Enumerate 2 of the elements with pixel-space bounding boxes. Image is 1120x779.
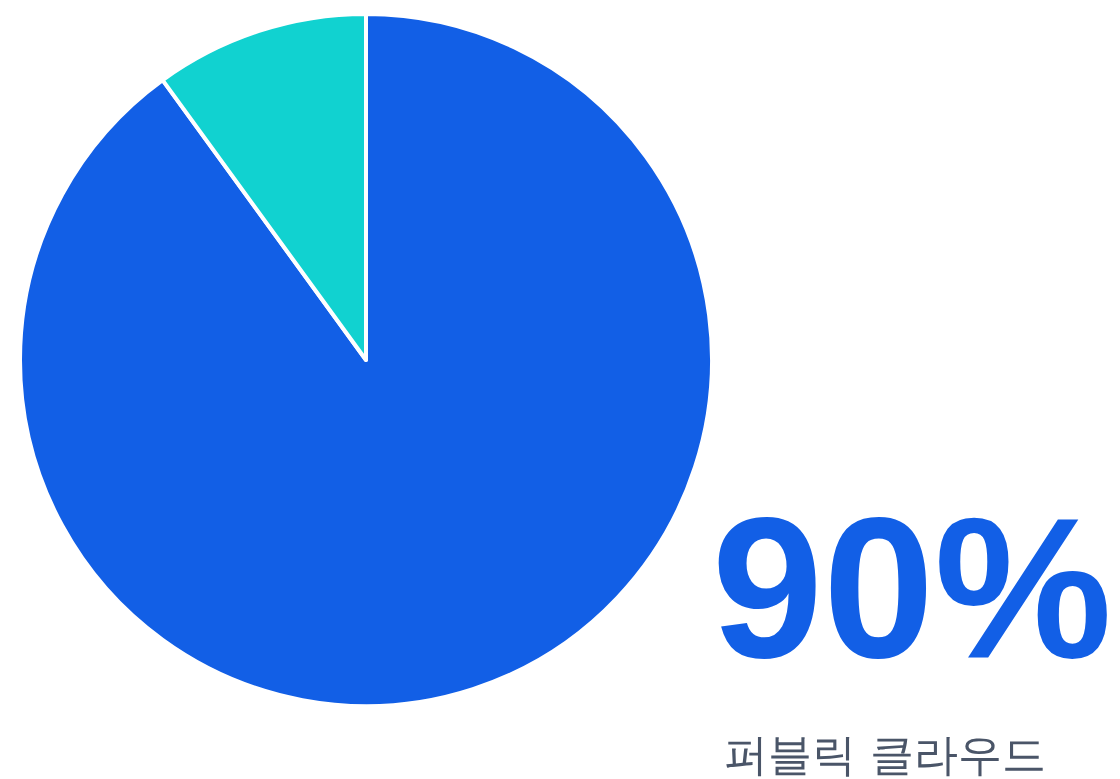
slice-label: 퍼블릭 클라우드 bbox=[724, 729, 1046, 779]
data-label: 90% bbox=[711, 476, 1112, 699]
